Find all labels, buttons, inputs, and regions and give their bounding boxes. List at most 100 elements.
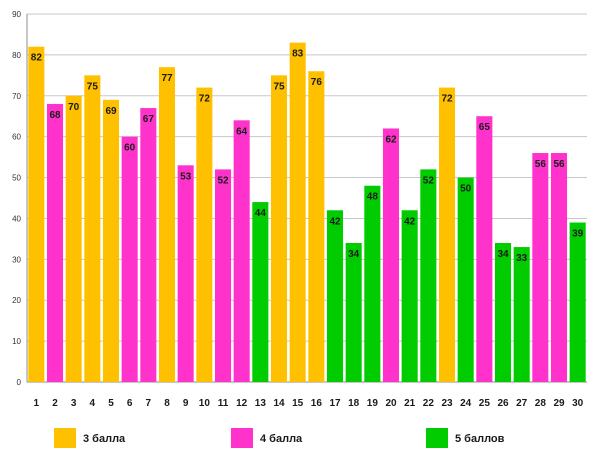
x-tick-label: 28 <box>535 398 547 409</box>
bar <box>476 116 493 382</box>
bar <box>214 169 232 382</box>
bar <box>65 95 82 383</box>
bar <box>158 67 176 383</box>
bar <box>494 242 512 382</box>
y-tick-label: 30 <box>12 255 21 264</box>
bar <box>177 165 194 382</box>
x-tick-labels: 1 2 3 4 5 6 7 8 9 10 11 12 13 14 15 16 17 18 19 20 21 22 23 24 2… <box>34 398 584 409</box>
x-tick-label: 2 <box>52 398 58 409</box>
data-label: 34 <box>497 249 509 260</box>
x-tick-label: 23 <box>441 398 453 409</box>
y-tick-label: 0 <box>17 378 22 387</box>
data-label: 67 <box>143 114 155 125</box>
x-tick-label: 7 <box>146 398 152 409</box>
data-label: 72 <box>199 94 211 105</box>
x-tick-label: 29 <box>553 398 565 409</box>
data-label: 76 <box>311 77 323 88</box>
data-label: 82 <box>31 53 43 64</box>
bar <box>270 75 288 382</box>
bar <box>382 128 400 382</box>
x-tick-label: 27 <box>516 398 528 409</box>
axes <box>26 14 587 383</box>
data-label: 50 <box>460 184 472 195</box>
legend-label: 4 балла <box>260 433 303 445</box>
bar <box>326 210 344 382</box>
y-tick-label: 90 <box>12 10 21 19</box>
y-tick-label: 50 <box>12 174 21 183</box>
x-tick-label: 18 <box>348 398 360 409</box>
data-label: 62 <box>385 134 397 145</box>
bar <box>140 108 157 383</box>
bar <box>457 177 474 382</box>
x-tick-label: 5 <box>108 398 114 409</box>
bar <box>308 71 325 382</box>
bar <box>84 75 101 382</box>
data-label: 53 <box>180 171 192 182</box>
bar <box>420 169 437 382</box>
x-tick-label: 8 <box>164 398 170 409</box>
x-tick-label: 9 <box>183 398 189 409</box>
legend-swatch <box>231 428 253 448</box>
data-label: 56 <box>535 159 547 170</box>
bar <box>121 136 138 382</box>
bar <box>196 87 213 382</box>
bar <box>513 247 530 382</box>
data-label: 56 <box>553 159 565 170</box>
x-tick-label: 26 <box>497 398 509 409</box>
bar <box>438 87 456 382</box>
x-tick-label: 12 <box>236 398 248 409</box>
legend: 3 балла 4 балла 5 баллов <box>54 428 505 448</box>
x-tick-label: 30 <box>572 398 584 409</box>
legend-swatch <box>426 428 448 448</box>
data-label: 72 <box>441 94 453 105</box>
data-label: 68 <box>49 110 61 121</box>
data-label: 34 <box>348 249 360 260</box>
data-label: 75 <box>273 81 285 92</box>
gridlines <box>27 13 587 342</box>
data-label: 39 <box>572 229 584 240</box>
x-tick-label: 19 <box>367 398 379 409</box>
data-label: 42 <box>404 216 416 227</box>
x-tick-label: 10 <box>199 398 211 409</box>
bar <box>569 222 586 382</box>
data-labels: 82 68 70 75 69 60 67 77 53 72 52 64 44 75 83 76 42 34 48 62… <box>31 49 584 264</box>
data-label: 42 <box>329 216 341 227</box>
bar <box>289 42 306 382</box>
x-tick-label: 24 <box>460 398 472 409</box>
data-label: 44 <box>255 208 267 219</box>
x-tick-label: 4 <box>90 398 96 409</box>
y-tick-label: 10 <box>12 337 21 346</box>
data-label: 65 <box>479 122 491 133</box>
bar <box>102 99 120 382</box>
data-label: 33 <box>516 253 528 264</box>
legend-label: 3 балла <box>83 433 126 445</box>
x-tick-label: 17 <box>329 398 341 409</box>
data-label: 60 <box>124 143 136 154</box>
x-tick-label: 16 <box>311 398 323 409</box>
y-tick-label: 70 <box>12 92 21 101</box>
bar <box>46 103 64 382</box>
y-tick-labels: 0 10 20 30 40 50 60 70 80 90 <box>12 10 21 387</box>
bar <box>233 120 250 383</box>
data-label: 70 <box>68 102 80 113</box>
data-label: 77 <box>161 73 173 84</box>
x-tick-label: 11 <box>218 398 229 409</box>
data-label: 75 <box>87 81 99 92</box>
x-tick-label: 21 <box>404 398 416 409</box>
x-tick-label: 20 <box>385 398 397 409</box>
x-tick-label: 14 <box>273 398 285 409</box>
data-label: 52 <box>423 175 435 186</box>
data-label: 52 <box>217 175 229 186</box>
y-tick-label: 60 <box>12 133 21 142</box>
bar <box>532 153 549 382</box>
bar <box>252 202 269 382</box>
x-tick-label: 1 <box>34 398 40 409</box>
x-tick-label: 6 <box>127 398 133 409</box>
legend-swatch <box>54 428 76 448</box>
x-tick-label: 22 <box>423 398 435 409</box>
data-label: 69 <box>105 106 117 117</box>
y-tick-label: 40 <box>12 214 21 223</box>
data-label: 48 <box>367 192 379 203</box>
x-tick-label: 15 <box>292 398 304 409</box>
